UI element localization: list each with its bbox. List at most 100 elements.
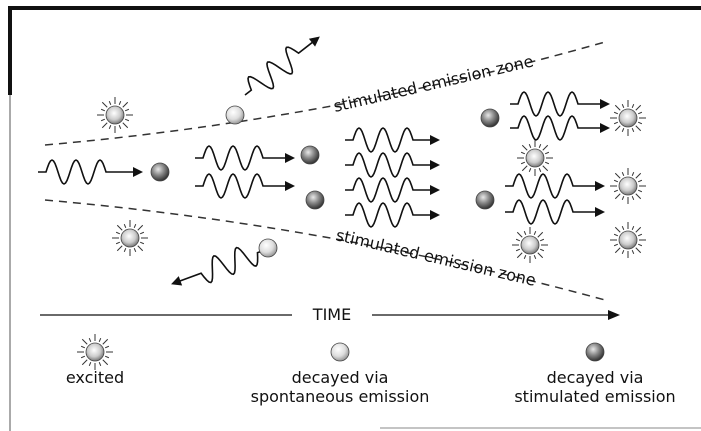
arrowhead xyxy=(430,135,440,145)
arrowhead xyxy=(171,276,183,286)
ray xyxy=(537,231,544,238)
photon xyxy=(345,152,440,178)
atom xyxy=(618,176,638,196)
legend-label: excited xyxy=(66,368,124,387)
ray xyxy=(635,125,642,132)
time-axis xyxy=(40,310,620,320)
ray xyxy=(102,338,109,345)
atom xyxy=(120,228,140,248)
ray xyxy=(80,345,86,349)
legend-label: decayed via xyxy=(547,368,644,387)
arrowhead xyxy=(600,123,610,133)
ray xyxy=(631,127,635,133)
atom xyxy=(305,190,325,210)
ray xyxy=(621,195,625,201)
ray xyxy=(542,144,549,151)
ray xyxy=(88,337,92,343)
ray xyxy=(98,361,102,367)
ray xyxy=(614,125,621,132)
atom xyxy=(85,342,105,362)
ray xyxy=(637,121,643,125)
excited-atom xyxy=(77,334,113,370)
photon-wave xyxy=(195,173,287,199)
ray xyxy=(613,233,619,237)
ray xyxy=(613,189,619,193)
photon xyxy=(345,202,440,228)
ray xyxy=(538,167,542,173)
ray xyxy=(621,103,625,109)
photon-wave xyxy=(38,159,135,185)
ray xyxy=(520,161,526,165)
atom xyxy=(618,230,638,250)
arrowhead xyxy=(430,210,440,220)
atom xyxy=(258,238,278,258)
photon-wave xyxy=(505,173,597,199)
ray xyxy=(528,143,532,149)
photon xyxy=(505,199,605,225)
ray xyxy=(108,100,112,106)
ray xyxy=(102,359,109,366)
photon xyxy=(345,127,440,153)
ray xyxy=(533,230,537,236)
excited-atom xyxy=(97,97,133,133)
photon-wave xyxy=(510,115,602,141)
arrowhead xyxy=(285,181,295,191)
legend-label: spontaneous emission xyxy=(251,387,430,406)
excited-atom xyxy=(610,222,646,258)
ray xyxy=(614,104,621,111)
photon xyxy=(345,177,440,203)
photon-wave xyxy=(345,127,432,153)
ray xyxy=(115,241,121,245)
atom xyxy=(105,105,125,125)
ray xyxy=(118,100,122,106)
ray xyxy=(515,238,521,242)
arrowhead xyxy=(595,181,605,191)
atom xyxy=(525,148,545,168)
zone-label: stimulated emission zone xyxy=(332,51,536,116)
ray xyxy=(637,179,643,183)
arrowhead xyxy=(430,160,440,170)
atom xyxy=(330,342,350,362)
ray xyxy=(637,243,643,247)
ray xyxy=(635,247,642,254)
excited-atom xyxy=(512,227,548,263)
photon xyxy=(195,145,295,171)
ray xyxy=(637,233,643,237)
arrowhead xyxy=(308,36,320,47)
ray xyxy=(122,122,129,129)
ray xyxy=(123,223,127,229)
ray xyxy=(100,118,106,122)
ray xyxy=(100,108,106,112)
ray xyxy=(515,248,521,252)
ray xyxy=(139,241,145,245)
frame xyxy=(8,6,701,431)
ray xyxy=(635,226,642,233)
atom xyxy=(618,108,638,128)
ray xyxy=(108,124,112,130)
arrowhead xyxy=(133,167,143,177)
excited-atom xyxy=(610,100,646,136)
photon xyxy=(244,36,320,96)
ray xyxy=(544,151,550,155)
ray xyxy=(122,101,129,108)
ray xyxy=(133,223,137,229)
ray xyxy=(537,252,544,259)
atom xyxy=(480,108,500,128)
zone-boundary xyxy=(44,199,606,301)
arrowhead xyxy=(285,153,295,163)
ray xyxy=(80,355,86,359)
ray xyxy=(521,165,528,172)
ray xyxy=(631,103,635,109)
atom xyxy=(225,105,245,125)
ray xyxy=(137,245,144,252)
ray xyxy=(544,161,550,165)
ray xyxy=(101,101,108,108)
photon xyxy=(171,246,266,286)
photon-wave xyxy=(345,152,432,178)
ray xyxy=(635,193,642,200)
ray xyxy=(115,231,121,235)
ray xyxy=(104,345,110,349)
time-label: TIME xyxy=(312,305,351,324)
ray xyxy=(118,124,122,130)
